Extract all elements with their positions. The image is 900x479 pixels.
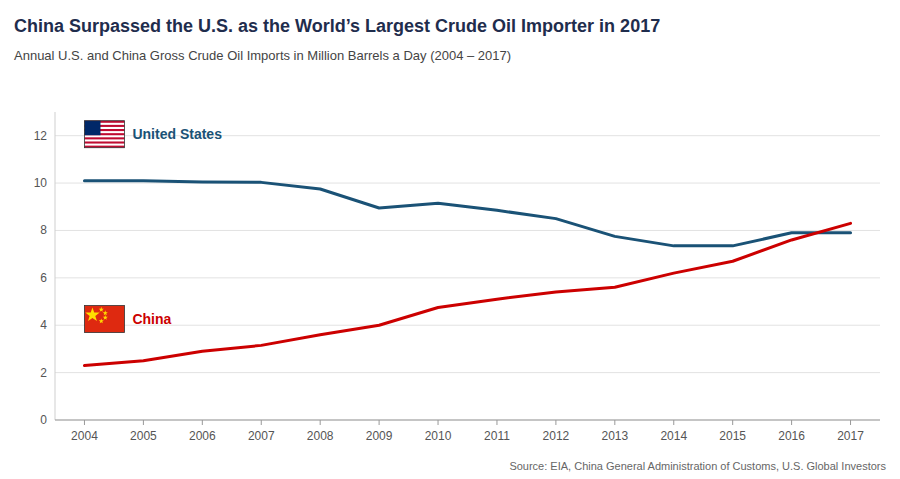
x-tick [84,420,85,425]
x-tick [143,420,144,425]
subtitle: Annual U.S. and China Gross Crude Oil Im… [14,48,511,63]
grid [55,136,880,420]
grid-line [55,277,880,278]
source-note: Source: EIA, China General Administratio… [509,460,886,472]
grid-line [55,325,880,326]
x-tick-label: 2016 [778,429,805,443]
series-label: United States [132,126,222,142]
x-tick [202,420,203,425]
x-tick [850,420,851,425]
x-tick-label: 2012 [543,429,570,443]
flag-star [103,315,108,320]
flag-border [84,121,124,148]
series-label: China [132,311,171,327]
flag-border [84,306,124,333]
y-tick-label: 0 [40,413,47,427]
x-tick-label: 2008 [307,429,334,443]
y-tick-label: 8 [40,223,47,237]
x-tick [673,420,674,425]
x-tick [496,420,497,425]
x-tick [614,420,615,425]
grid-line [55,372,880,373]
y-axis-line [55,112,56,420]
x-tick-label: 2005 [130,429,157,443]
x-tick-label: 2014 [660,429,687,443]
y-tick-label: 12 [34,129,48,143]
lines [84,181,850,366]
flag-bg [84,121,124,148]
x-tick-label: 2015 [719,429,746,443]
flag-star [103,310,108,315]
flag-us [84,121,124,148]
x-tick [791,420,792,425]
x-tick [732,420,733,425]
x-tick-label: 2004 [71,429,98,443]
title: China Surpassed the U.S. as the World’s … [14,16,660,36]
grid-line [55,420,880,421]
x-axis-line [55,420,880,421]
flag-stripe [84,137,124,139]
grid-line [55,230,880,231]
flag-stripe [84,141,124,143]
x-tick [555,420,556,425]
series-line [84,181,850,246]
y-tick-label: 6 [40,271,47,285]
y-tick-label: 2 [40,366,47,380]
chart: China Surpassed the U.S. as the World’s … [0,0,900,479]
flag-china [84,306,124,333]
x-tick-label: 2009 [366,429,393,443]
flag-star [99,318,104,323]
x-tick-label: 2013 [601,429,628,443]
flag-bg [84,306,124,333]
x-tick [379,420,380,425]
x-tick [438,420,439,425]
flag-star [85,307,99,321]
series-line [84,223,850,365]
y-tick-label: 4 [40,318,47,332]
x-tick-label: 2010 [425,429,452,443]
x-tick [261,420,262,425]
x-tick-label: 2006 [189,429,216,443]
x-tick-label: 2017 [837,429,864,443]
x-tick-label: 2011 [484,429,510,443]
y-tick-label: 10 [34,176,48,190]
x-tick [320,420,321,425]
flag-canton [84,121,100,136]
flag-star [99,307,104,312]
x-tick-label: 2007 [248,429,275,443]
